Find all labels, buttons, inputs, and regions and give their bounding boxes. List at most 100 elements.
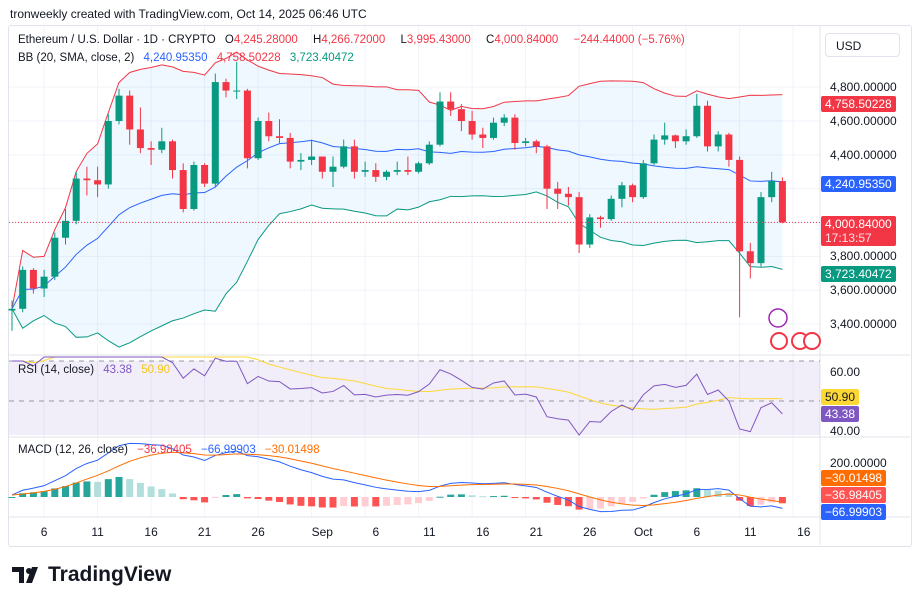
rsi-band bbox=[9, 361, 820, 435]
candle-body bbox=[243, 90, 251, 159]
rsi-label[interactable]: RSI (14, close) bbox=[18, 364, 95, 376]
date-tick-label: 16 bbox=[144, 525, 158, 539]
price-tick-label: 4,800.00000 bbox=[830, 80, 897, 94]
macd-histogram-bar bbox=[276, 497, 283, 502]
macd-histogram-bar bbox=[639, 497, 647, 499]
close-value: 4,000.84000 bbox=[494, 34, 559, 46]
candle-body bbox=[457, 109, 465, 121]
candle-body bbox=[350, 146, 358, 172]
macd-histogram-bar bbox=[158, 489, 166, 497]
macd-histogram-bar bbox=[468, 495, 476, 497]
macd-histogram-bar bbox=[329, 497, 337, 508]
economic-event-icon bbox=[770, 332, 788, 350]
macd-histogram-bar bbox=[340, 497, 348, 507]
candle-body bbox=[158, 141, 166, 150]
candle-body bbox=[778, 181, 786, 223]
candle-body bbox=[607, 198, 615, 220]
open-label: O bbox=[224, 34, 234, 46]
price-tick-label: 3,600.00000 bbox=[830, 283, 897, 297]
macd-histogram-bar bbox=[714, 490, 722, 497]
bb-basis-value: 4,240.95350 bbox=[143, 52, 208, 64]
macd-histogram-bar bbox=[40, 491, 48, 497]
date-tick-label: 11 bbox=[423, 525, 436, 539]
price-tick-label: 3,800.00000 bbox=[830, 249, 897, 263]
candle-body bbox=[693, 105, 701, 137]
price-tick-label: 4,400.00000 bbox=[830, 148, 897, 162]
macd-histogram-bar bbox=[768, 497, 776, 503]
candle-body bbox=[254, 121, 262, 159]
rsi-tag: 43.38 bbox=[821, 406, 860, 422]
macd-signal-tag: −30.01498 bbox=[821, 470, 887, 486]
low-value: 3,995.43000 bbox=[406, 34, 471, 46]
candle-body bbox=[318, 156, 326, 172]
macd-histogram-bar bbox=[479, 496, 487, 498]
macd-histogram-bar bbox=[211, 497, 219, 498]
macd-histogram-bar bbox=[361, 497, 369, 507]
rsi-value: 43.38 bbox=[103, 364, 133, 376]
macd-histogram-bar bbox=[757, 497, 765, 505]
candle-body bbox=[340, 146, 348, 167]
candle-body bbox=[115, 95, 123, 121]
candle-body bbox=[704, 105, 711, 147]
candle-body bbox=[276, 136, 283, 138]
tradingview-logo[interactable]: TradingView bbox=[12, 563, 171, 587]
bb-basis-tag: 4,240.95350 bbox=[821, 176, 896, 192]
candle-body bbox=[308, 156, 316, 160]
macd-histogram-bar bbox=[72, 482, 80, 497]
rsi-ma-tag: 50.90 bbox=[821, 389, 860, 405]
macd-signal-line bbox=[11, 451, 783, 506]
macd-histogram-bar bbox=[147, 486, 155, 497]
macd-histogram-bar bbox=[318, 497, 326, 508]
macd-histogram-bar bbox=[51, 488, 59, 497]
rsi-tick-label: 40.00 bbox=[830, 424, 860, 438]
date-tick-label: 6 bbox=[372, 525, 379, 539]
macd-histogram-bar bbox=[179, 497, 187, 500]
candle-body bbox=[639, 163, 647, 198]
candle-body bbox=[746, 251, 754, 264]
bb-fill bbox=[12, 52, 783, 348]
candle-body bbox=[447, 101, 455, 110]
candle-body bbox=[222, 82, 230, 91]
open-value: 4,245.28000 bbox=[233, 34, 298, 46]
candle-body bbox=[72, 178, 80, 221]
candle-body bbox=[618, 185, 626, 199]
candle-body bbox=[757, 197, 765, 264]
macd-histogram-bar bbox=[265, 497, 273, 501]
date-tick-label: 21 bbox=[530, 525, 544, 539]
macd-histogram-bar bbox=[725, 493, 733, 497]
macd-legend: MACD (12, 26, close) −36.98405 −66.99903… bbox=[18, 444, 326, 456]
macd-histogram-bar bbox=[629, 497, 637, 502]
macd-histogram-bar bbox=[126, 479, 134, 497]
candle-body bbox=[104, 121, 112, 185]
symbol-title[interactable]: Ethereum / U.S. Dollar · 1D · CRYPTO bbox=[18, 34, 216, 46]
macd-histogram-bar bbox=[94, 481, 102, 497]
candle-body bbox=[532, 141, 540, 147]
candle-body bbox=[233, 90, 241, 92]
macd-histogram-bar bbox=[350, 497, 358, 507]
low-label: L bbox=[400, 34, 407, 46]
candle-body bbox=[564, 193, 572, 198]
macd-line bbox=[11, 442, 783, 513]
macd-histogram-bar bbox=[436, 496, 444, 498]
macd-histogram-bar bbox=[190, 497, 198, 501]
currency-button[interactable]: USD bbox=[825, 33, 900, 57]
macd-histogram-bar bbox=[564, 497, 572, 507]
candle-body bbox=[286, 137, 294, 162]
macd-tick-label: 200.00000 bbox=[830, 456, 887, 470]
macd-histogram-bar bbox=[404, 497, 412, 505]
candle-body bbox=[597, 217, 604, 220]
macd-histogram-bar bbox=[222, 495, 230, 497]
candle-body bbox=[211, 82, 219, 184]
bb-label[interactable]: BB (20, SMA, close, 2) bbox=[18, 52, 135, 64]
date-tick-label: 16 bbox=[476, 525, 490, 539]
macd-histogram-bar bbox=[62, 486, 69, 497]
candle-body bbox=[522, 141, 530, 143]
macd-histogram-bar bbox=[511, 497, 519, 498]
macd-label[interactable]: MACD (12, 26, close) bbox=[18, 444, 128, 456]
logo-text: TradingView bbox=[48, 563, 172, 586]
candle-body bbox=[768, 181, 776, 198]
chart-credit: tronweekly created with TradingView.com,… bbox=[10, 7, 367, 21]
candle-body bbox=[265, 121, 273, 137]
bb-upper-tag: 4,758.50228 bbox=[821, 96, 896, 112]
